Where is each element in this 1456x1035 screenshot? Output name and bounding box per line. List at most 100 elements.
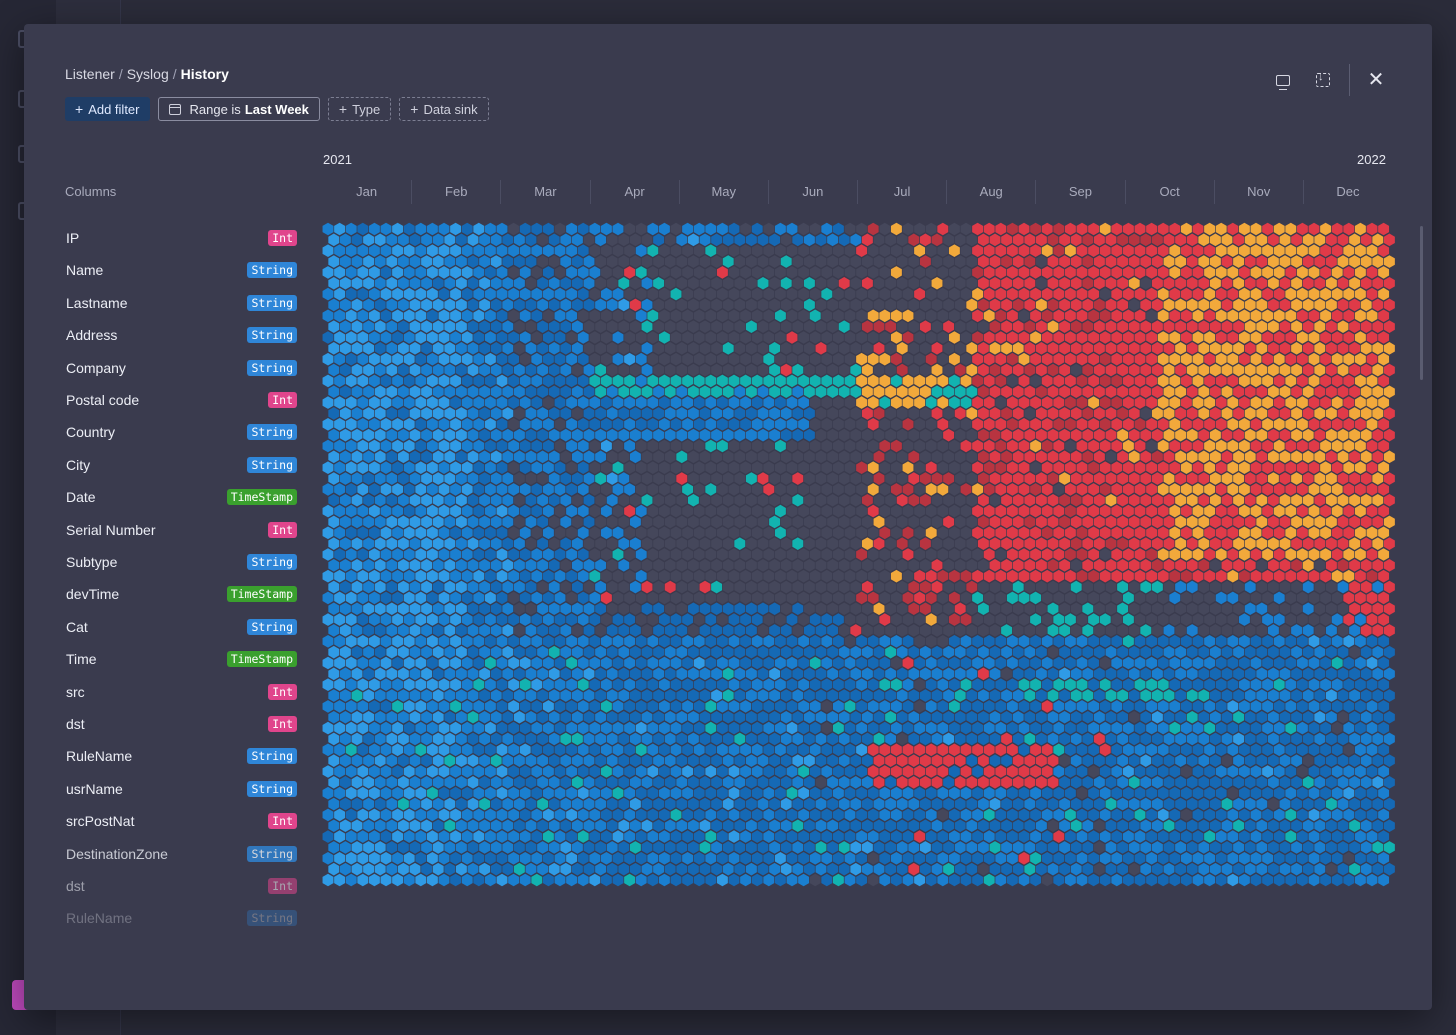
hex-cell[interactable]: [734, 645, 746, 659]
hex-cell[interactable]: [1134, 700, 1146, 713]
hex-cell[interactable]: [995, 635, 1007, 648]
hex-cell[interactable]: [1354, 374, 1366, 388]
hex-cell[interactable]: [908, 407, 920, 420]
hex-cell[interactable]: [931, 450, 943, 464]
hex-cell[interactable]: [1053, 591, 1065, 605]
hex-cell[interactable]: [890, 418, 902, 431]
hex-cell[interactable]: [1372, 602, 1384, 616]
hex-cell[interactable]: [693, 569, 705, 583]
hex-cell[interactable]: [856, 244, 868, 257]
hex-cell[interactable]: [461, 439, 473, 453]
hex-cell[interactable]: [960, 331, 972, 344]
hex-cell[interactable]: [1093, 363, 1105, 377]
hex-cell[interactable]: [380, 526, 392, 540]
hex-cell[interactable]: [1001, 298, 1013, 312]
hex-cell[interactable]: [879, 244, 891, 257]
hex-cell[interactable]: [902, 309, 914, 323]
hex-cell[interactable]: [484, 439, 496, 453]
hex-cell[interactable]: [606, 559, 618, 572]
column-row[interactable]: Time TimeStamp: [65, 643, 297, 675]
hex-cell[interactable]: [1296, 743, 1308, 757]
hex-cell[interactable]: [484, 418, 496, 431]
hex-cell[interactable]: [577, 483, 589, 496]
hex-cell[interactable]: [745, 710, 757, 724]
hex-cell[interactable]: [432, 667, 444, 681]
hex-cell[interactable]: [803, 493, 815, 507]
hex-cell[interactable]: [792, 472, 804, 485]
hex-cell[interactable]: [484, 548, 496, 561]
hex-cell[interactable]: [1366, 418, 1378, 431]
hex-cell[interactable]: [1378, 222, 1390, 236]
hex-cell[interactable]: [1250, 635, 1262, 648]
hex-cell[interactable]: [334, 526, 346, 540]
hex-cell[interactable]: [838, 428, 850, 442]
hex-cell[interactable]: [1024, 428, 1036, 442]
hex-cell[interactable]: [583, 732, 595, 746]
hex-cell[interactable]: [1227, 483, 1239, 496]
hex-cell[interactable]: [919, 710, 931, 724]
hex-cell[interactable]: [1134, 635, 1146, 648]
hex-cell[interactable]: [850, 255, 862, 268]
hex-cell[interactable]: [1012, 233, 1024, 247]
hex-cell[interactable]: [1279, 255, 1291, 268]
hex-cell[interactable]: [751, 244, 763, 257]
hex-cell[interactable]: [386, 624, 398, 637]
hex-cell[interactable]: [693, 331, 705, 344]
hex-cell[interactable]: [966, 255, 978, 268]
hex-cell[interactable]: [1064, 266, 1076, 279]
hex-cell[interactable]: [1273, 483, 1285, 496]
hex-cell[interactable]: [948, 548, 960, 561]
hex-cell[interactable]: [937, 309, 949, 323]
hex-cell[interactable]: [554, 461, 566, 474]
hex-cell[interactable]: [1343, 656, 1355, 670]
hex-cell[interactable]: [1372, 255, 1384, 268]
hex-cell[interactable]: [566, 374, 578, 388]
hex-cell[interactable]: [444, 320, 456, 333]
hex-cell[interactable]: [479, 624, 491, 637]
hex-cell[interactable]: [421, 363, 433, 377]
hex-cell[interactable]: [490, 515, 502, 529]
hex-cell[interactable]: [827, 732, 839, 746]
hex-cell[interactable]: [676, 559, 688, 572]
hex-cell[interactable]: [502, 233, 514, 247]
hex-cell[interactable]: [1030, 656, 1042, 670]
column-row[interactable]: usrName String: [65, 773, 297, 805]
hex-cell[interactable]: [415, 656, 427, 670]
hex-cell[interactable]: [461, 635, 473, 648]
hex-cell[interactable]: [1012, 754, 1024, 767]
hex-cell[interactable]: [1308, 396, 1320, 409]
hex-cell[interactable]: [647, 678, 659, 691]
hex-cell[interactable]: [873, 689, 885, 702]
hex-cell[interactable]: [647, 309, 659, 323]
hex-cell[interactable]: [1006, 439, 1018, 453]
hex-cell[interactable]: [873, 710, 885, 724]
hex-cell[interactable]: [1117, 255, 1129, 268]
hex-cell[interactable]: [699, 276, 711, 290]
hex-cell[interactable]: [1262, 591, 1274, 605]
hex-cell[interactable]: [995, 461, 1007, 474]
hex-cell[interactable]: [1047, 428, 1059, 442]
hex-cell[interactable]: [1331, 678, 1343, 691]
hex-cell[interactable]: [908, 602, 920, 616]
hex-cell[interactable]: [664, 667, 676, 681]
hex-cell[interactable]: [867, 721, 879, 735]
hex-cell[interactable]: [1354, 396, 1366, 409]
hex-cell[interactable]: [966, 624, 978, 637]
hex-cell[interactable]: [1117, 363, 1129, 377]
hex-cell[interactable]: [873, 559, 885, 572]
hex-cell[interactable]: [931, 385, 943, 399]
hex-cell[interactable]: [1366, 504, 1378, 518]
hex-cell[interactable]: [392, 374, 404, 388]
hex-cell[interactable]: [792, 276, 804, 290]
hex-cell[interactable]: [1146, 569, 1158, 583]
hex-cell[interactable]: [1209, 428, 1221, 442]
hex-cell[interactable]: [1099, 743, 1111, 757]
hex-cell[interactable]: [1059, 233, 1071, 247]
hex-cell[interactable]: [844, 765, 856, 778]
hex-cell[interactable]: [409, 428, 421, 442]
hex-cell[interactable]: [502, 732, 514, 746]
hex-cell[interactable]: [1088, 309, 1100, 323]
hex-cell[interactable]: [815, 320, 827, 333]
hex-cell[interactable]: [421, 320, 433, 333]
hex-cell[interactable]: [1093, 689, 1105, 702]
